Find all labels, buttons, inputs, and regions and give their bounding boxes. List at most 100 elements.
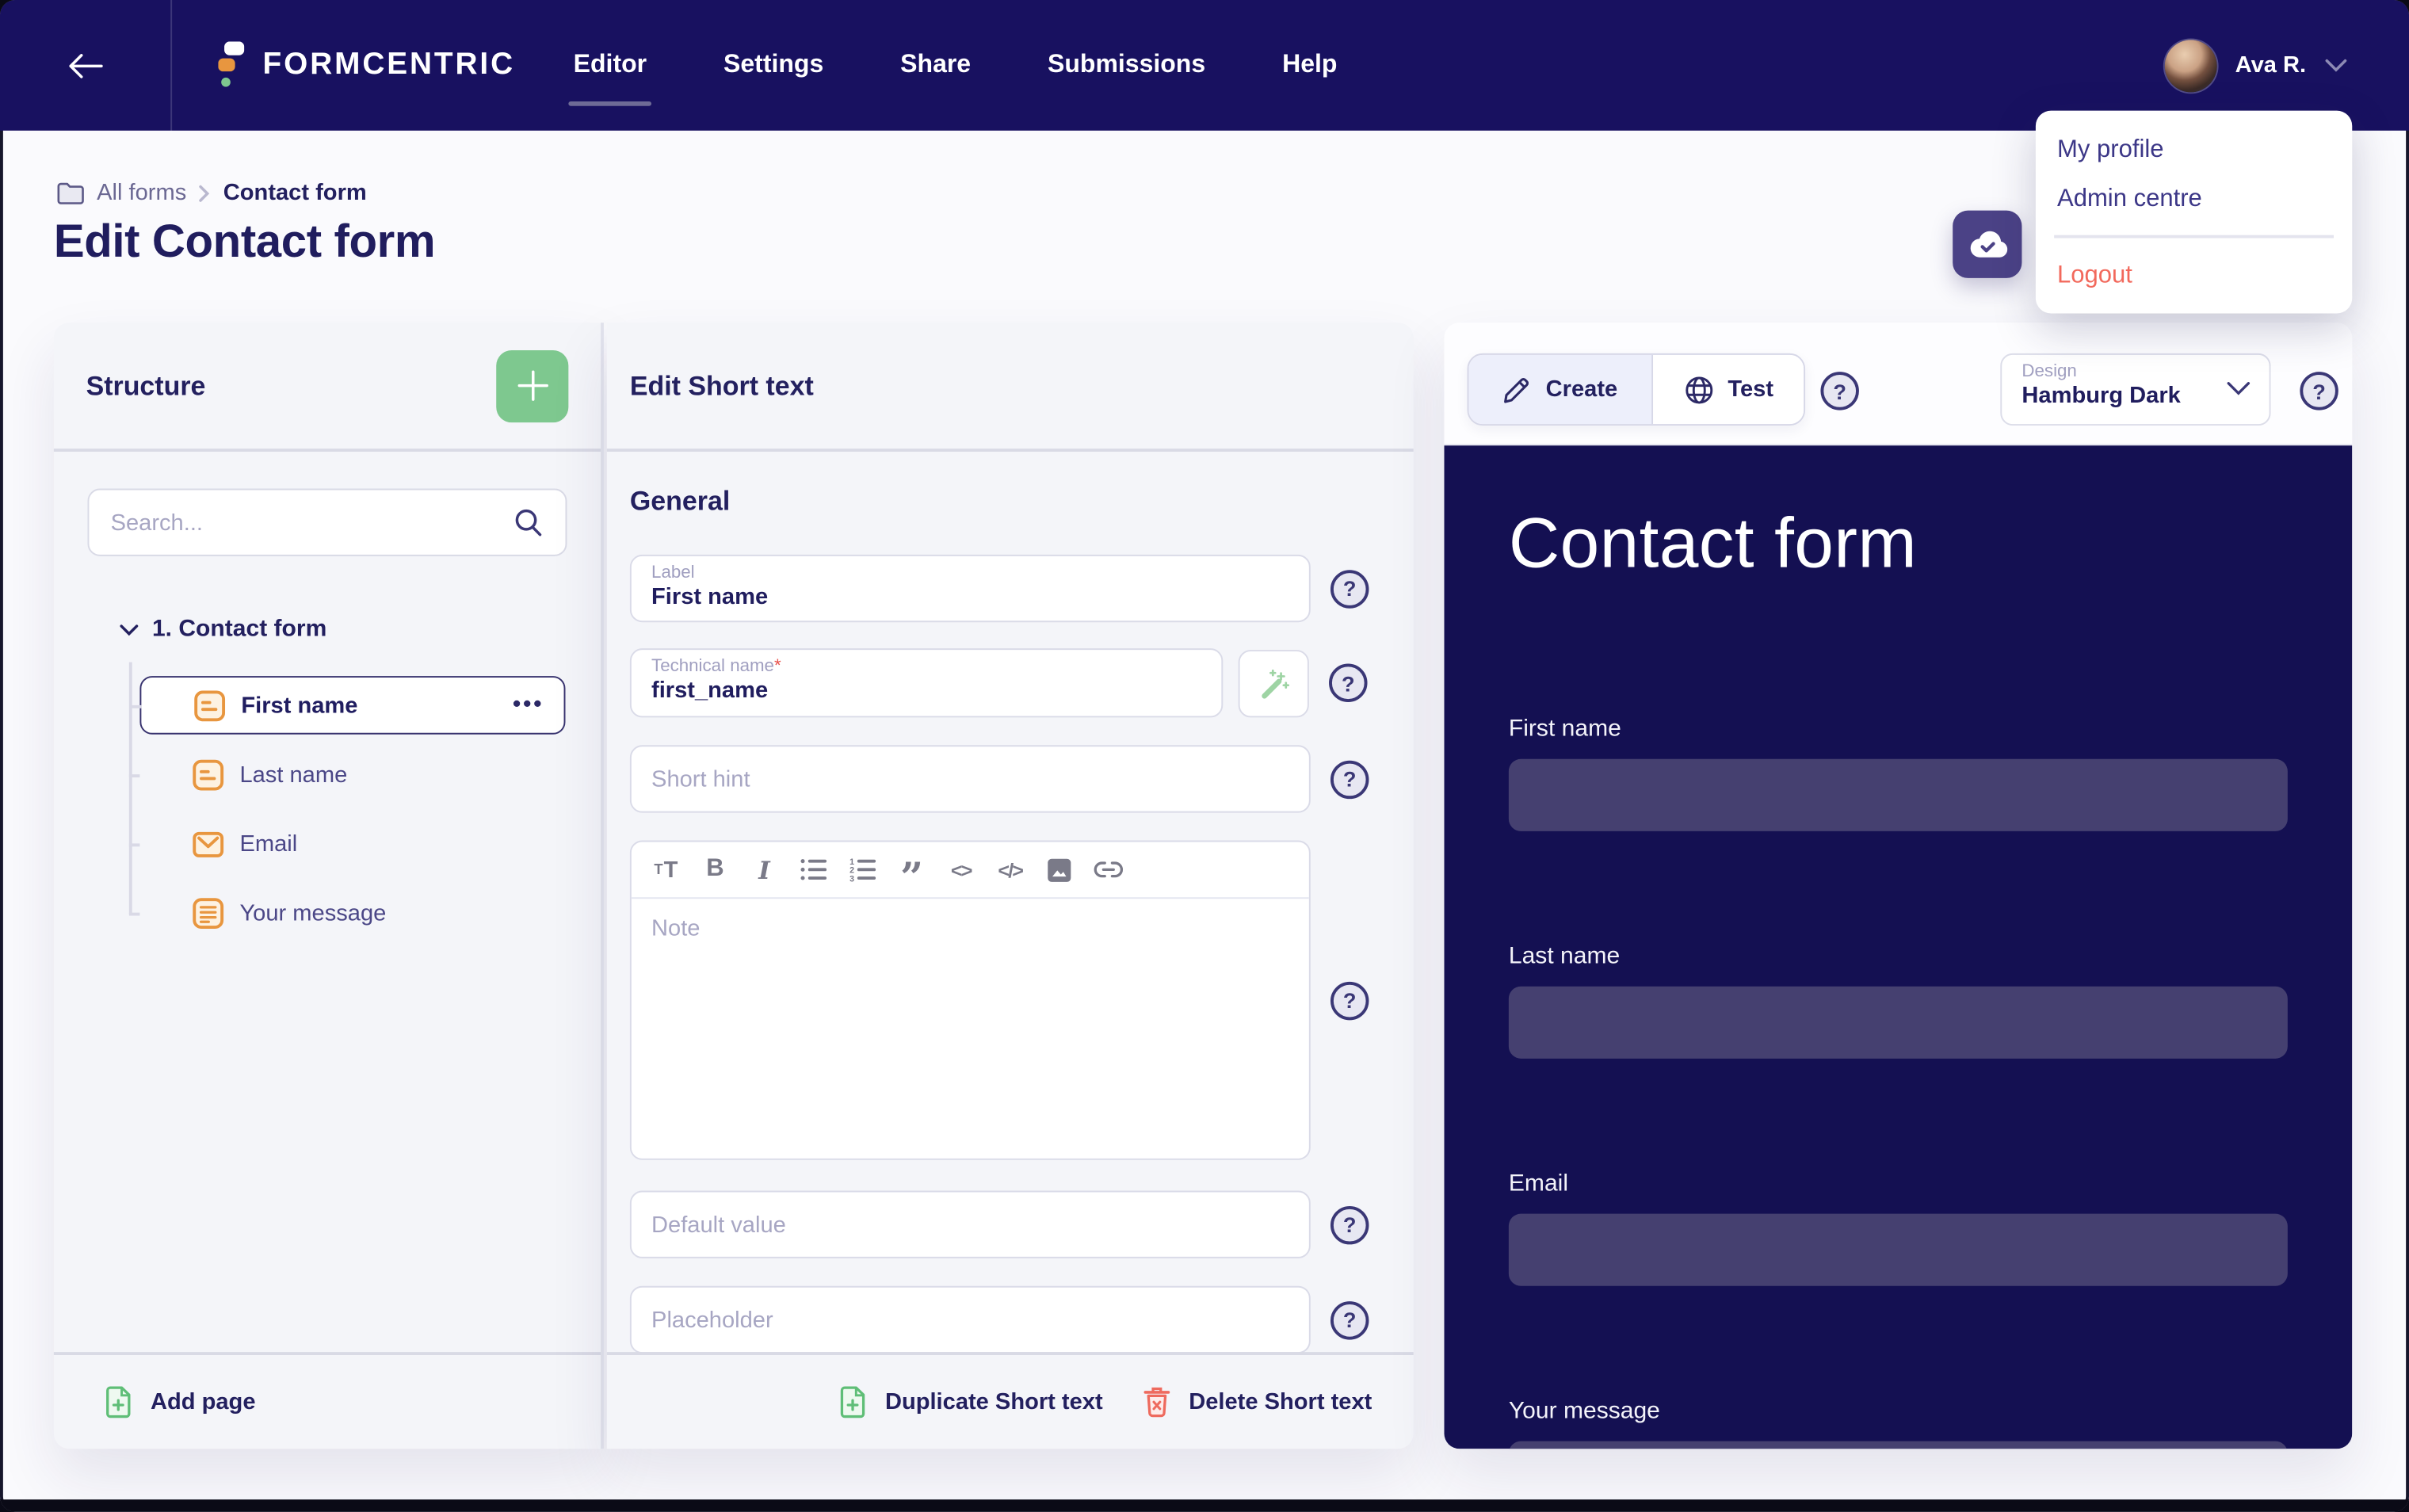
tab-create[interactable]: Create (1468, 354, 1654, 425)
quote-icon[interactable]: ” (900, 855, 924, 903)
help-icon[interactable] (1329, 663, 1368, 703)
plus-icon (517, 370, 548, 401)
preview-email-input[interactable] (1508, 1213, 2288, 1286)
menu-item-my-profile[interactable]: My profile (2057, 136, 2164, 163)
save-cloud-button[interactable] (1953, 210, 2022, 278)
tree-children: First name ••• Last name Email Your mess… (128, 662, 601, 942)
help-icon[interactable] (1330, 759, 1369, 799)
section-general: General (629, 485, 731, 517)
note-input[interactable] (631, 899, 1309, 1151)
edit-panel: Edit Short text General Label Technical … (606, 323, 1414, 1449)
svg-text:2: 2 (849, 866, 853, 876)
delete-button[interactable]: Delete Short text (1143, 1386, 1372, 1418)
structure-header: Structure (53, 323, 601, 452)
add-page-label: Add page (151, 1388, 256, 1415)
image-icon[interactable] (1044, 854, 1074, 885)
short-text-field-icon (193, 758, 224, 790)
placeholder-field (629, 1285, 1311, 1354)
placeholder-input[interactable] (651, 1306, 1289, 1333)
technical-name-input[interactable] (651, 678, 1202, 704)
preview-field-label: Your message (1508, 1398, 1660, 1425)
nav-item-settings[interactable]: Settings (723, 50, 824, 78)
breadcrumb-all-forms[interactable]: All forms (97, 179, 187, 206)
nav-item-editor[interactable]: Editor (568, 50, 651, 106)
structure-title: Structure (86, 369, 206, 401)
preview-last-name-input[interactable] (1508, 986, 2288, 1059)
label-field-row: Label (629, 554, 1414, 623)
menu-item-logout[interactable]: Logout (2057, 262, 2132, 288)
nav-item-help[interactable]: Help (1282, 50, 1338, 78)
navbar: FORMCENTRIC Editor Settings Share Submis… (0, 0, 2409, 131)
add-element-button[interactable] (496, 349, 569, 422)
design-select-value: Hamburg Dark (2021, 382, 2181, 409)
technical-name-field[interactable]: Technical name* (629, 648, 1224, 718)
help-icon[interactable] (1820, 372, 1859, 410)
bold-icon[interactable]: B (706, 855, 724, 882)
pencil-icon (1504, 377, 1529, 403)
preview-field-your-message: Your message (1508, 1398, 2288, 1449)
tree-item-label: First name (241, 692, 358, 719)
menu-item-admin-centre[interactable]: Admin centre (2057, 185, 2202, 212)
edit-footer: Duplicate Short text Delete Short text (606, 1352, 1414, 1449)
default-value-field (629, 1190, 1311, 1258)
code-block-icon[interactable]: </> (998, 857, 1024, 881)
default-value-input[interactable] (651, 1211, 1289, 1238)
tree-root-page[interactable]: 1. Contact form (120, 616, 601, 643)
mode-switcher: Create Test (1467, 353, 1806, 426)
nav-item-submissions[interactable]: Submissions (1048, 50, 1206, 78)
main-nav: Editor Settings Share Submissions Help (568, 50, 1338, 106)
generate-name-button[interactable] (1238, 649, 1309, 717)
add-page-icon (106, 1386, 131, 1418)
inline-code-icon[interactable]: <> (950, 857, 973, 881)
bulleted-list-icon[interactable] (799, 854, 828, 885)
edit-header: Edit Short text (606, 323, 1414, 452)
short-hint-input[interactable] (651, 766, 1289, 792)
help-icon[interactable] (2300, 372, 2338, 410)
back-button[interactable] (0, 0, 173, 131)
tab-test[interactable]: Test (1653, 354, 1804, 425)
duplicate-button[interactable]: Duplicate Short text (839, 1386, 1103, 1418)
help-icon[interactable] (1330, 1300, 1369, 1339)
italic-icon[interactable]: I (758, 854, 770, 884)
tree-item-last-name[interactable]: Last name (128, 745, 565, 804)
user-menu-trigger[interactable]: Ava R. (2164, 39, 2409, 92)
tree-item-label: Last name (239, 761, 348, 788)
short-hint-row (629, 745, 1414, 813)
preview-message-input[interactable] (1508, 1441, 2288, 1449)
placeholder-row (629, 1285, 1414, 1354)
formcentric-logo-icon (218, 41, 245, 87)
tree-item-your-message[interactable]: Your message (128, 884, 565, 942)
search-icon[interactable] (513, 507, 544, 538)
preview-first-name-input[interactable] (1508, 758, 2288, 831)
tree-item-email[interactable]: Email (128, 815, 565, 873)
preview-panel: Create Test Design Hamburg Dark Contact … (1444, 323, 2353, 1449)
label-field-caption: Label (651, 563, 695, 582)
edit-title: Edit Short text (629, 369, 814, 401)
preview-field-email: Email (1508, 1170, 2288, 1286)
window-bottom-edge (0, 1499, 2409, 1512)
search-input[interactable] (110, 509, 513, 536)
label-input[interactable] (651, 583, 1289, 610)
brand-logo[interactable]: FORMCENTRIC (218, 41, 515, 89)
link-icon[interactable] (1094, 854, 1123, 885)
label-field[interactable]: Label (629, 554, 1311, 623)
design-select[interactable]: Design Hamburg Dark (2000, 353, 2271, 426)
delete-icon (1143, 1387, 1170, 1418)
help-icon[interactable] (1330, 569, 1369, 608)
chevron-down-icon (120, 624, 139, 636)
item-more-menu[interactable]: ••• (513, 691, 544, 718)
nav-item-share[interactable]: Share (900, 50, 972, 78)
tree-item-first-name[interactable]: First name ••• (130, 676, 566, 735)
avatar (2164, 39, 2217, 92)
help-icon[interactable] (1330, 980, 1369, 1020)
preview-field-last-name: Last name (1508, 943, 2288, 1059)
chevron-down-icon (2325, 59, 2347, 72)
short-hint-field (629, 745, 1311, 813)
add-page-button[interactable]: Add page (105, 1386, 256, 1418)
help-icon[interactable] (1330, 1205, 1369, 1244)
structure-panel: Structure 1. Contact form First name •••… (53, 323, 604, 1449)
